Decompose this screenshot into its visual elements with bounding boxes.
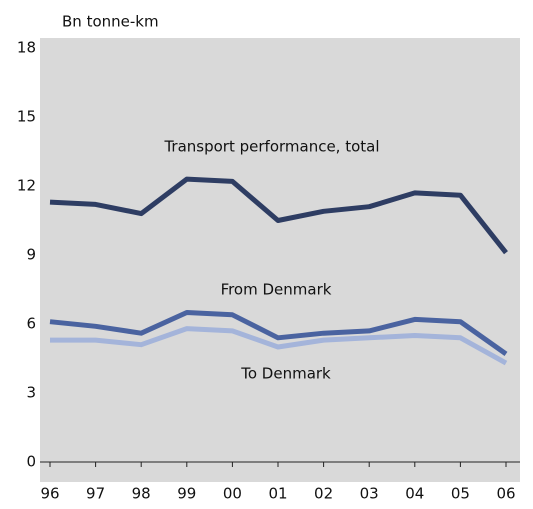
x-tick-label: 98 xyxy=(132,485,151,503)
x-tick-label: 97 xyxy=(86,485,105,503)
x-tick-label: 02 xyxy=(314,485,333,503)
series-line xyxy=(49,176,508,255)
y-tick-label: 0 xyxy=(26,453,36,471)
y-tick-label: 15 xyxy=(17,108,36,126)
x-tick-label: 05 xyxy=(451,485,470,503)
series-line xyxy=(49,310,508,356)
y-tick-label: 6 xyxy=(26,315,36,333)
series-label: To Denmark xyxy=(240,365,331,383)
x-tick-label: 99 xyxy=(177,485,196,503)
x-tick-label: 03 xyxy=(360,485,379,503)
x-tick-label: 04 xyxy=(405,485,424,503)
plot-background xyxy=(40,38,520,482)
y-tick-label: 9 xyxy=(26,246,36,264)
x-tick-label: 01 xyxy=(268,485,287,503)
y-tick-label: 18 xyxy=(17,39,36,57)
x-tick-label: 96 xyxy=(40,485,59,503)
x-tick-label: 06 xyxy=(496,485,515,503)
y-tick-label: 3 xyxy=(26,384,36,402)
y-tick-label: 12 xyxy=(17,177,36,195)
series-label: Transport performance, total xyxy=(163,138,379,156)
series-line xyxy=(50,326,508,366)
series-label: From Denmark xyxy=(221,281,332,299)
y-axis-label: Bn tonne-km xyxy=(62,13,159,31)
x-tick-label: 00 xyxy=(223,485,242,503)
